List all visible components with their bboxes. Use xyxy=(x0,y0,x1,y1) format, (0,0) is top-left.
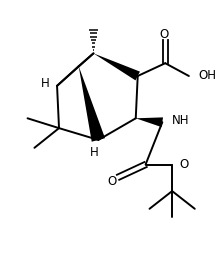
Text: H: H xyxy=(41,77,50,90)
Polygon shape xyxy=(136,117,163,127)
Polygon shape xyxy=(94,53,140,80)
Text: H: H xyxy=(90,146,99,159)
Text: NH: NH xyxy=(172,114,190,127)
Text: O: O xyxy=(108,175,117,188)
Text: O: O xyxy=(160,28,169,41)
Text: O: O xyxy=(179,158,188,171)
Text: OH: OH xyxy=(199,69,217,82)
Polygon shape xyxy=(79,66,105,142)
